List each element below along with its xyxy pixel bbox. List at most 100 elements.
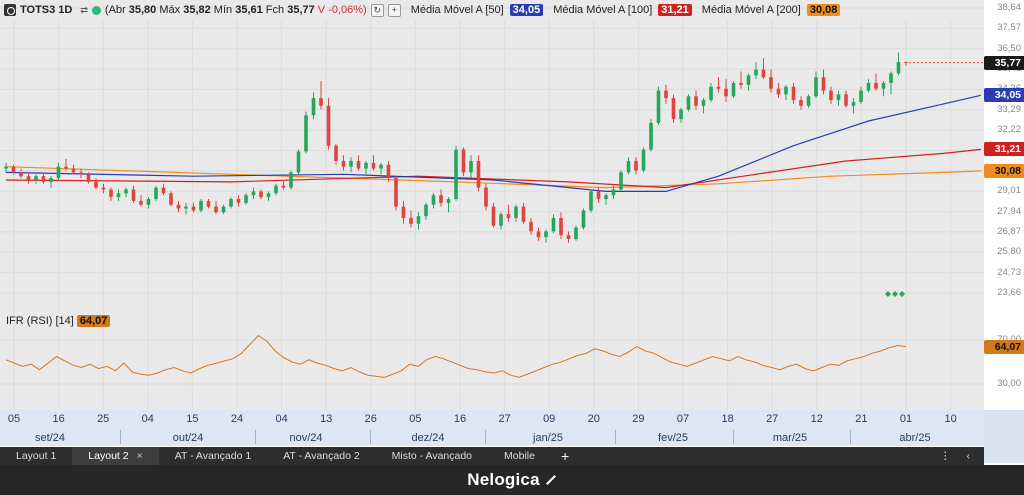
rsi-line (5, 334, 907, 378)
reset-chart-button[interactable]: ↻ (370, 3, 384, 17)
ma200-badge: 30,08 (984, 163, 1024, 178)
candle-body (94, 181, 98, 188)
price-tick-label: 36,50 (997, 42, 1021, 54)
layout-tab-label: Misto - Avançado (391, 450, 473, 462)
candle-body (589, 191, 593, 211)
candle-body (491, 206, 496, 226)
layout-tab-bar: Layout 1 Layout 2 × AT - Avançado 1 AT - Ava… (0, 447, 984, 465)
candle-body (251, 191, 256, 196)
candle-body (761, 69, 766, 78)
candle-body (656, 90, 661, 123)
ma200-label[interactable]: Média Móvel A [200] (701, 4, 801, 16)
candle-body (836, 94, 841, 101)
candle-body (49, 178, 53, 182)
chart-logo-icon (4, 4, 16, 16)
candle-body (41, 176, 46, 182)
candle-body (146, 199, 151, 205)
candle-body (139, 200, 143, 205)
shuffle-icon[interactable]: ⇄ (80, 4, 88, 15)
layout-tab[interactable]: Mobile (488, 447, 551, 465)
time-axis[interactable]: 05 16 25 04 15 24 04 13 26 05 16 27 09 20 29 07 18 27 12 21… (0, 410, 984, 446)
candle-body (596, 191, 601, 200)
add-tab-button[interactable]: + (560, 448, 570, 464)
ma50-label[interactable]: Média Móvel A [50] (410, 4, 504, 16)
price-tick-label: 26,87 (997, 225, 1021, 237)
layout-tab[interactable]: AT - Avançado 2 (267, 447, 375, 465)
layout-tab[interactable]: AT - Avançado 1 (159, 447, 267, 465)
candle-body (71, 168, 76, 173)
rsi-tick-label: 70,00 (997, 334, 1021, 345)
quote-low: 35,61 (235, 4, 263, 16)
close-tab-icon[interactable]: × (136, 450, 143, 462)
candle-body (296, 151, 301, 173)
candle-body (896, 62, 901, 74)
candle-body (611, 189, 616, 196)
quote-high: 35,82 (183, 4, 211, 16)
candle-body (724, 88, 728, 97)
candle-body (431, 195, 436, 205)
quote-summary: (Abr 35,80 Máx 35,82 Mín 35,61 Fch 35,77… (105, 4, 367, 16)
time-tick-label: 01 (899, 413, 913, 425)
layout-tab[interactable]: Layout 1 (0, 447, 72, 465)
candle-body (281, 185, 286, 188)
candle-body (484, 187, 488, 207)
month-label: dez/24 (411, 432, 445, 444)
signal-marker-icon (892, 291, 898, 297)
quote-low-label: Mín (213, 4, 233, 16)
candle-body (814, 77, 818, 97)
layout-tab-label: Mobile (504, 450, 535, 462)
candle-body (851, 101, 856, 106)
layout-tab[interactable]: Misto - Avançado (376, 447, 488, 465)
time-tick-label: 27 (766, 413, 779, 425)
more-options-icon[interactable]: ⋮ (940, 450, 951, 462)
time-tick-label: 15 (186, 413, 199, 425)
candle-body (116, 193, 121, 198)
ma50-badge: 34,05 (984, 88, 1024, 103)
candle-body (424, 204, 428, 217)
candle-body (334, 145, 338, 161)
candle-body (716, 86, 721, 89)
candle-body (11, 166, 16, 173)
price-chart[interactable] (0, 0, 984, 430)
layout-tab[interactable]: Layout 2 × (72, 447, 159, 465)
candle-body (544, 231, 548, 238)
month-separator (485, 430, 486, 444)
candle-body (859, 90, 863, 102)
month-label: abr/25 (899, 432, 931, 444)
candle-body (221, 206, 226, 213)
candle-body (409, 218, 413, 224)
price-axis[interactable]: 38,6437,5736,5035,4334,3633,2932,2231,15… (984, 0, 1024, 430)
ma100-value: 31,21 (658, 4, 692, 16)
ma100-line (5, 148, 982, 189)
price-tick-label: 33,29 (997, 103, 1021, 115)
add-indicator-button[interactable]: + (387, 3, 401, 17)
candle-body (266, 193, 271, 198)
candle-body (469, 160, 473, 173)
candle-body (439, 195, 443, 203)
candle-body (34, 176, 38, 180)
candle-body (191, 206, 196, 211)
ma100-label[interactable]: Média Móvel A [100] (553, 4, 653, 16)
chevron-left-icon[interactable]: ‹ (966, 450, 971, 462)
candle-body (506, 214, 511, 219)
month-label: nov/24 (289, 432, 323, 444)
candle-body (581, 210, 586, 228)
candle-body (394, 178, 398, 207)
price-tick-label: 24,73 (997, 266, 1021, 278)
chart-plot-area[interactable]: TOTS3 1D ⇄ (Abr 35,80 Máx 35,82 Mín 35,6… (0, 0, 984, 430)
time-tick-label: 04 (141, 413, 154, 425)
layout-tab-label: Layout 2 (88, 450, 129, 462)
symbol-title[interactable]: TOTS3 1D (20, 4, 73, 16)
candle-body (904, 62, 908, 64)
rsi-header[interactable]: IFR (RSI) [14] 64,07 (6, 315, 111, 327)
candle-body (844, 94, 848, 106)
candle-body (881, 82, 886, 89)
candle-body (274, 185, 278, 194)
rsi-tick-label: 30,00 (997, 378, 1021, 389)
candle-body (746, 75, 751, 85)
candle-body (401, 206, 406, 219)
time-tick-label: 27 (498, 413, 511, 425)
candle-body (686, 96, 691, 110)
candle-body (604, 195, 608, 200)
candle-body (529, 221, 533, 232)
